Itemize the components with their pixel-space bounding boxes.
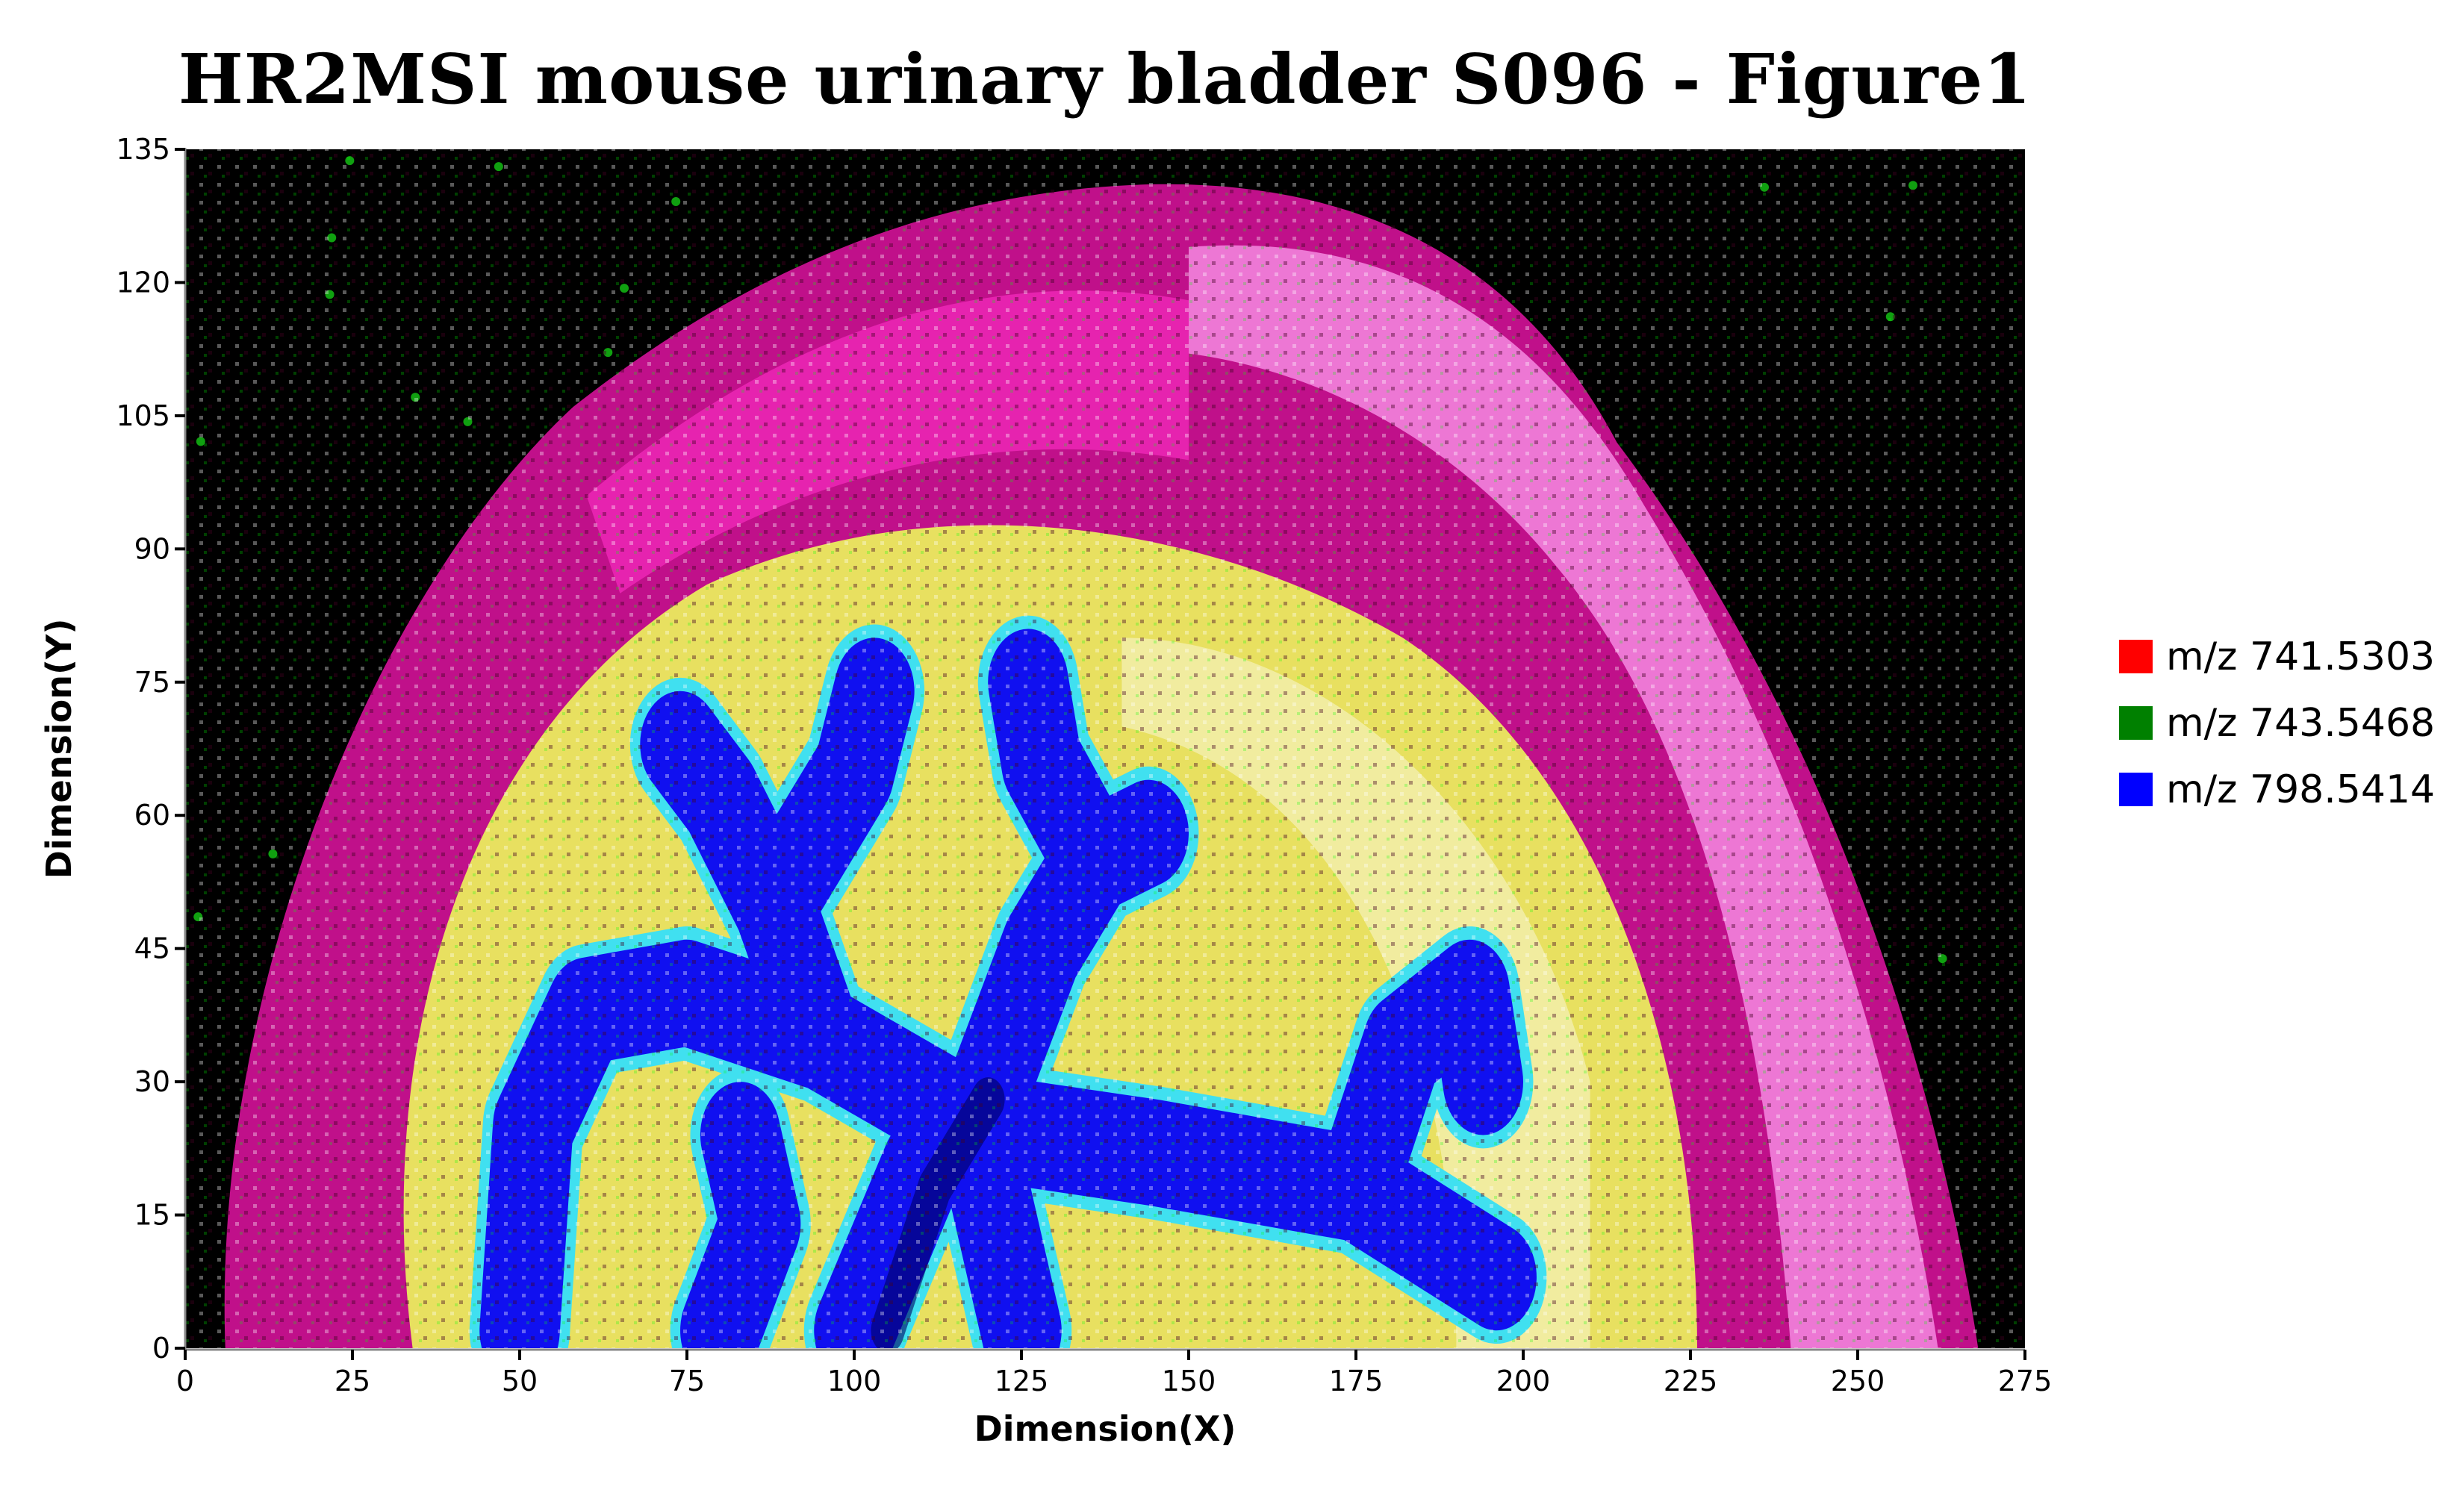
- legend-label: m/z 741.5303: [2166, 634, 2436, 679]
- y-tick-label: 60: [134, 799, 170, 832]
- y-tick-label: 15: [134, 1199, 170, 1232]
- y-tick-label: 75: [134, 666, 170, 699]
- y-tick-label: 45: [134, 932, 170, 965]
- y-axis-label: Dimension(Y): [39, 619, 79, 879]
- y-tick-label: 120: [116, 266, 170, 299]
- legend-swatch-blue: [2119, 773, 2153, 806]
- x-axis-label: Dimension(X): [974, 1409, 1236, 1449]
- legend-label: m/z 798.5414: [2166, 767, 2436, 812]
- legend-item[interactable]: m/z 798.5414: [2119, 756, 2435, 823]
- legend-item[interactable]: m/z 741.5303: [2119, 623, 2435, 690]
- x-tick-label: 275: [1998, 1365, 2053, 1397]
- x-tick-label: 0: [176, 1365, 194, 1397]
- y-tick-label: 135: [116, 133, 170, 166]
- image-speckle: [185, 149, 2025, 1348]
- axes: 0 25 50 75 100 125 150 175 200 225 250 275 0 15 30 45 60…: [39, 133, 2052, 1449]
- x-tick-label: 75: [669, 1365, 705, 1397]
- x-tick-label: 50: [502, 1365, 538, 1397]
- legend-item[interactable]: m/z 743.5468: [2119, 690, 2435, 756]
- y-tick-label: 0: [152, 1332, 170, 1365]
- x-tick-label: 225: [1664, 1365, 1718, 1397]
- ion-image: [185, 149, 2025, 1348]
- legend-label: m/z 743.5468: [2166, 700, 2436, 746]
- chart-title: HR2MSI mouse urinary bladder S096 - Figu…: [178, 39, 2032, 119]
- x-tick-label: 25: [335, 1365, 370, 1397]
- x-tick-label: 200: [1496, 1365, 1551, 1397]
- legend: m/z 741.5303 m/z 743.5468 m/z 798.5414: [2119, 623, 2435, 823]
- y-tick-label: 105: [116, 399, 170, 432]
- legend-swatch-green: [2119, 706, 2153, 740]
- y-tick-label: 90: [134, 532, 170, 565]
- x-tick-label: 250: [1831, 1365, 1885, 1397]
- x-tick-label: 150: [1162, 1365, 1216, 1397]
- legend-swatch-red: [2119, 640, 2153, 673]
- x-tick-label: 125: [995, 1365, 1049, 1397]
- x-tick-label: 100: [827, 1365, 882, 1397]
- x-tick-label: 175: [1329, 1365, 1384, 1397]
- y-tick-label: 30: [134, 1065, 170, 1098]
